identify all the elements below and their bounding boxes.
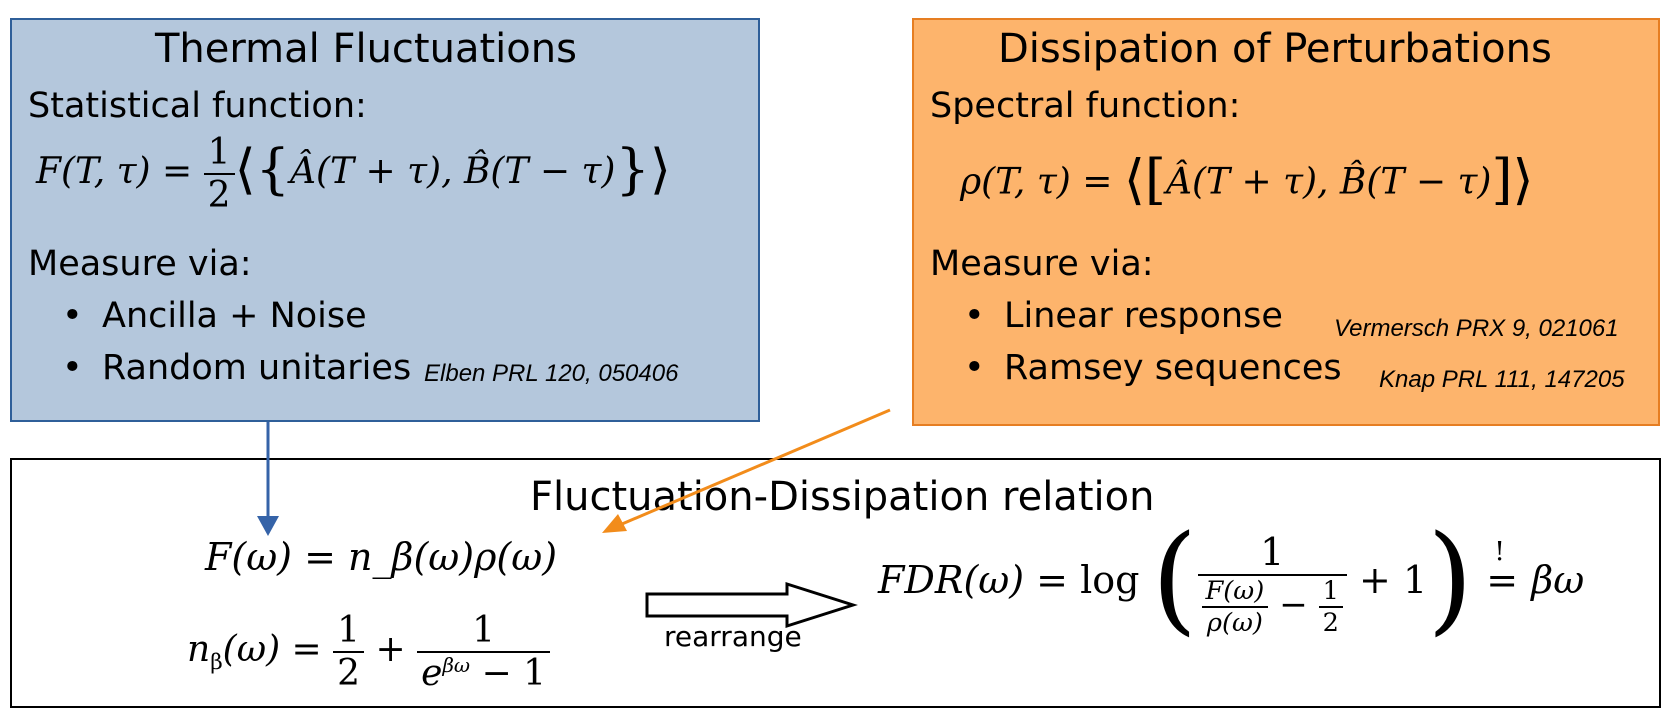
fdr-box: Fluctuation-Dissipation relation F(ω) = … <box>10 458 1661 708</box>
dissipation-bullet-linear: • Linear response <box>964 296 1283 336</box>
thermal-bullet-ancilla: • Ancilla + Noise <box>62 296 367 336</box>
thermal-measure-label: Measure via: <box>28 244 252 284</box>
formula-inner: Â(T + τ), B̂(T − τ) <box>1165 161 1492 203</box>
formula-inner: Â(T + τ), B̂(T − τ) <box>290 151 616 192</box>
formula-lhs: F(T, τ) = <box>36 151 204 192</box>
formula-close-bracket: }⟩ <box>615 137 671 201</box>
spectral-function-label: Spectral function: <box>930 86 1241 126</box>
dissipation-reference-2: Knap PRL 111, 147205 <box>1379 366 1625 393</box>
dissipation-bullet-ramsey: • Ramsey sequences <box>964 348 1342 388</box>
thermal-title: Thermal Fluctuations <box>155 26 577 72</box>
bose-fraction: 1 eβω − 1 <box>417 610 550 694</box>
formula-close-bracket: ]⟩ <box>1491 148 1534 211</box>
spectral-function-formula: ρ(T, τ) = ⟨[Â(T + τ), B̂(T − τ)]⟩ <box>960 148 1534 211</box>
rearrange-label: rearrange <box>664 620 802 653</box>
formula-lhs: ρ(T, τ) = <box>960 161 1124 203</box>
dissipation-reference-1: Vermersch PRX 9, 021061 <box>1334 315 1619 342</box>
dissipation-measure-label: Measure via: <box>930 244 1154 284</box>
formula-open-bracket: ⟨{ <box>234 137 290 201</box>
rearrange-arrow <box>645 581 858 629</box>
formula-open-bracket: ⟨[ <box>1123 148 1166 211</box>
fdr-equation-1: F(ω) = n_β(ω)ρ(ω) <box>205 535 558 579</box>
statistical-function-formula: F(T, τ) = 1 2 ⟨{Â(T + τ), B̂(T − τ)}⟩ <box>36 132 671 216</box>
thermal-bullet-random: • Random unitaries <box>62 348 412 388</box>
dissipation-title: Dissipation of Perturbations <box>998 26 1552 72</box>
dissipation-box: Dissipation of Perturbations Spectral fu… <box>912 18 1660 426</box>
statistical-function-label: Statistical function: <box>28 86 367 126</box>
fdr-title: Fluctuation-Dissipation relation <box>530 474 1155 520</box>
blue-down-arrow <box>257 422 279 536</box>
orange-diagonal-arrow <box>602 408 891 533</box>
thermal-reference: Elben PRL 120, 050406 <box>424 360 679 387</box>
thermal-fluctuations-box: Thermal Fluctuations Statistical functio… <box>10 18 760 422</box>
